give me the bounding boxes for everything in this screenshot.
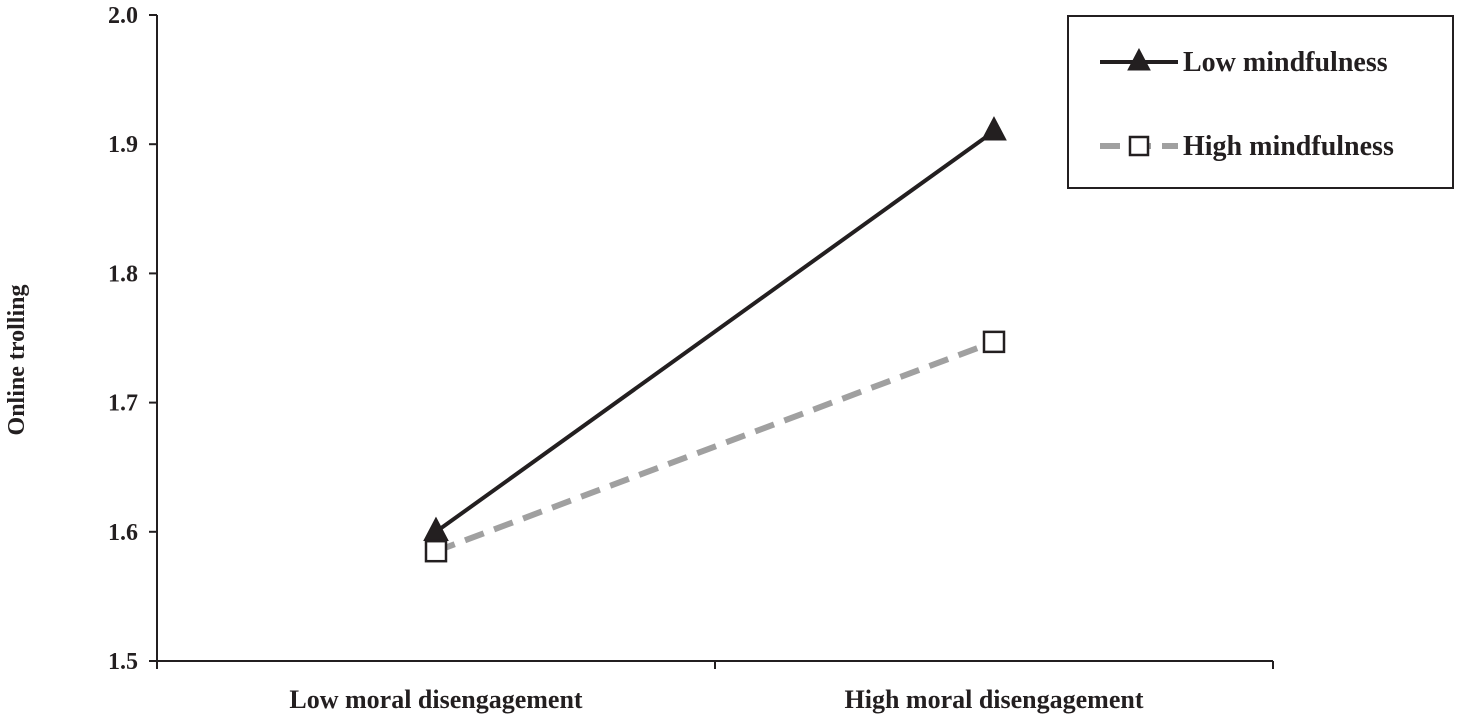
x-category-label: Low moral disengagement <box>289 685 583 714</box>
series-line <box>434 339 996 554</box>
legend-entry: High mindfulness <box>1100 131 1394 162</box>
legend-label: Low mindfulness <box>1183 47 1388 78</box>
y-tick-label: 1.8 <box>108 261 138 287</box>
legend-entry: Low mindfulness <box>1100 47 1388 78</box>
data-point <box>423 516 449 541</box>
y-ticks: 1.5 1.6 1.7 1.8 1.9 2.0 <box>108 3 157 675</box>
legend-label: High mindfulness <box>1183 131 1394 162</box>
legend-marker <box>1128 135 1150 157</box>
series-group <box>423 116 1007 563</box>
y-tick-label: 2.0 <box>108 3 138 29</box>
data-point <box>982 330 1006 354</box>
series-high-mindfulness <box>424 330 1006 563</box>
y-tick-label: 1.6 <box>108 520 138 546</box>
series-low-mindfulness <box>423 116 1007 541</box>
legend-box <box>1067 15 1454 189</box>
data-point <box>424 539 448 563</box>
legend-marker <box>1127 47 1151 71</box>
legend: Low mindfulness High mindfulness <box>1067 15 1454 189</box>
series-line <box>434 129 996 534</box>
y-tick-label: 1.5 <box>108 649 138 675</box>
data-point <box>981 116 1007 141</box>
x-category-label: High moral disengagement <box>845 685 1144 714</box>
x-ticks: Low moral disengagement High moral diseng… <box>156 661 1274 714</box>
y-axis-title: Online trolling <box>4 285 30 436</box>
y-tick-label: 1.9 <box>108 132 138 158</box>
y-tick-label: 1.7 <box>108 391 138 417</box>
